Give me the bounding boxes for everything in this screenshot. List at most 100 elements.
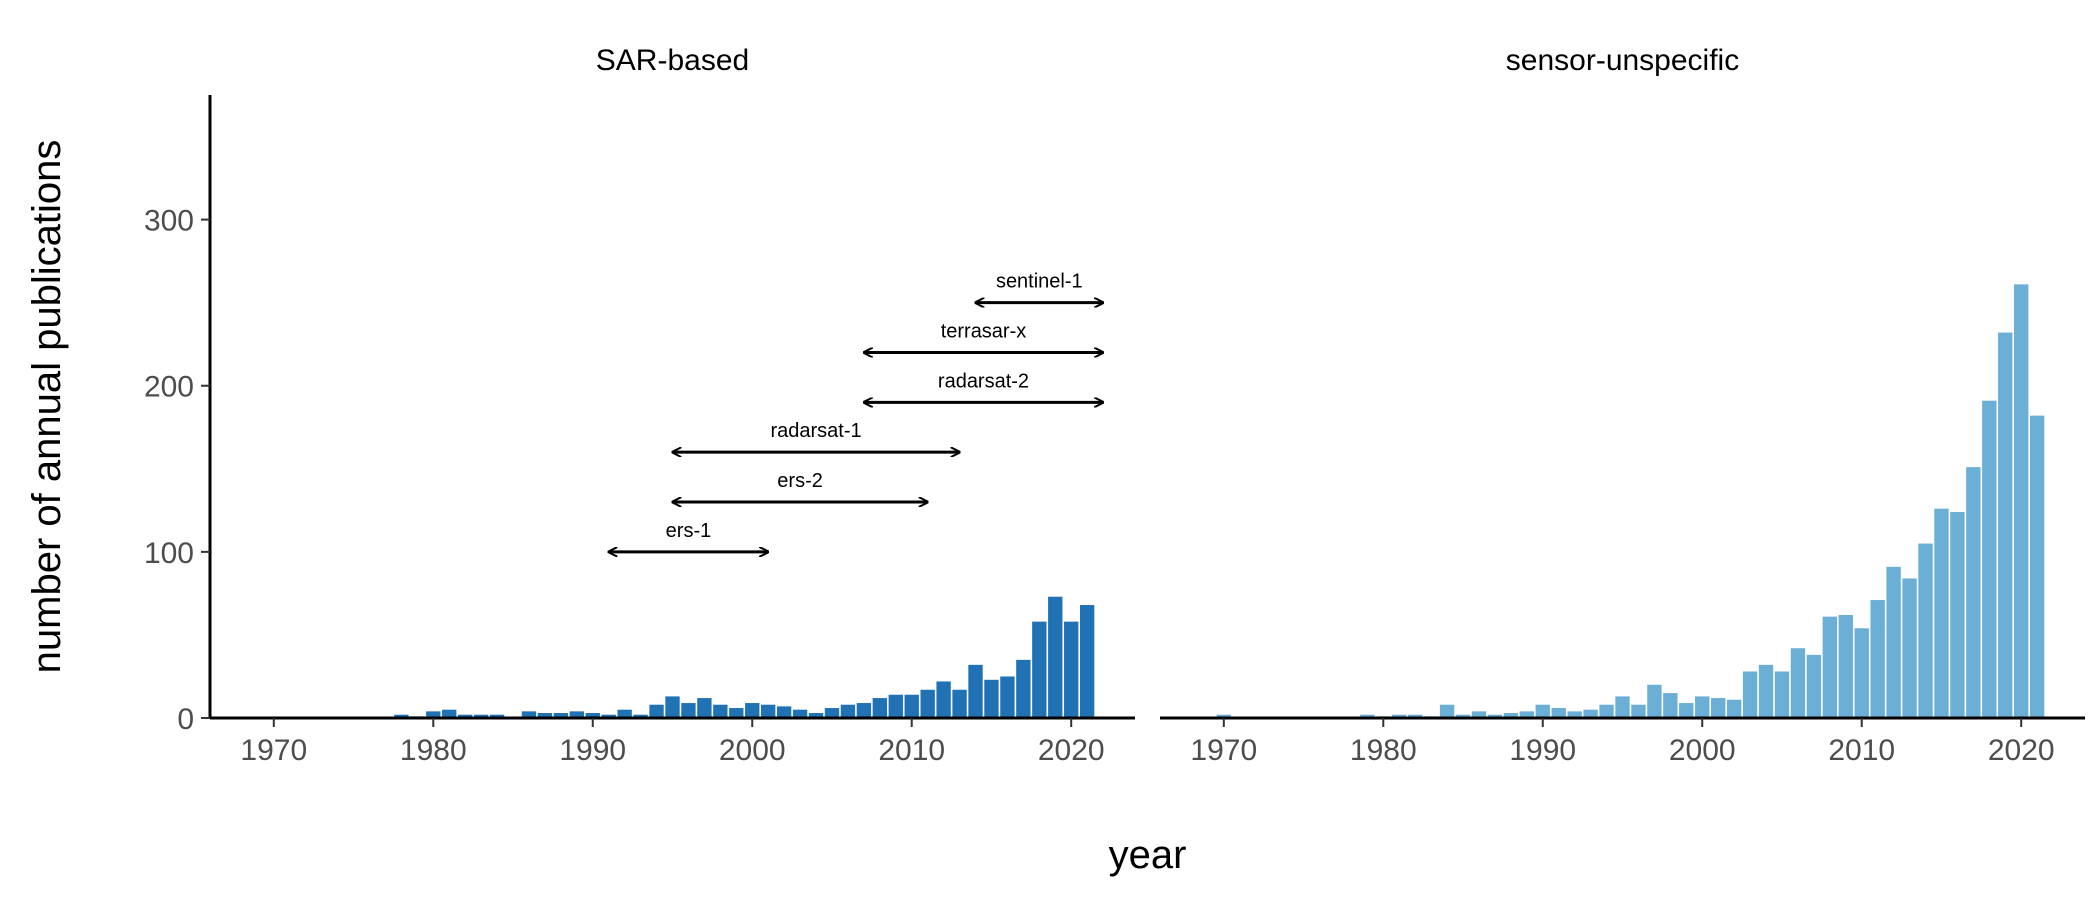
y-tick-label: 100	[144, 537, 194, 570]
bar	[489, 714, 505, 718]
bar	[521, 711, 537, 718]
bars	[394, 596, 1095, 718]
bar	[1886, 566, 1901, 718]
bar	[1711, 698, 1726, 718]
bar	[1822, 616, 1838, 718]
x-axis-title: year	[1109, 833, 1187, 877]
bar	[856, 703, 872, 718]
bar	[761, 704, 776, 718]
mission-annotations: ers-1 ers-2 radarsat-1 radarsat-2 terrasar-x…	[609, 271, 1103, 552]
x-tick-label: 1990	[1509, 734, 1576, 767]
bar	[1392, 714, 1407, 718]
bar	[840, 704, 856, 718]
bar	[473, 714, 489, 718]
bar	[920, 689, 935, 718]
mission-label: ers-1	[666, 520, 712, 542]
bar	[904, 694, 919, 718]
bar	[824, 708, 840, 718]
bar	[1982, 400, 1997, 718]
panel-sensor-unspecific: sensor-unspecific 1970 1980 1990 2000 2010 20…	[1160, 44, 2085, 767]
x-tick-label: 1980	[1350, 734, 1417, 767]
bar	[1599, 704, 1614, 718]
x-tick-label: 2000	[719, 734, 786, 767]
mission-label: radarsat-1	[770, 420, 861, 442]
bar	[426, 711, 441, 718]
bar	[1064, 621, 1079, 718]
bar	[1583, 709, 1598, 718]
bar	[1870, 600, 1885, 718]
bars	[1216, 284, 2045, 718]
bar	[537, 713, 553, 718]
bar	[1551, 708, 1566, 718]
mission-label: sentinel-1	[996, 271, 1083, 293]
bar	[1519, 711, 1534, 718]
bar	[1032, 621, 1047, 718]
bar	[952, 689, 967, 718]
bar	[1774, 671, 1790, 718]
bar	[1487, 714, 1503, 718]
bar	[1902, 578, 1917, 718]
bar	[1000, 676, 1015, 718]
bar	[649, 704, 664, 718]
bar	[1455, 714, 1471, 718]
bar	[1647, 684, 1662, 718]
bar	[1079, 605, 1095, 718]
bar	[617, 709, 632, 718]
bar	[697, 698, 712, 718]
bar	[1631, 704, 1646, 718]
bar	[1854, 628, 1869, 718]
bar	[1016, 659, 1031, 718]
bar	[808, 713, 824, 718]
bar	[872, 698, 888, 718]
bar	[1439, 704, 1455, 718]
x-tick-label: 2020	[1038, 734, 1105, 767]
bar	[1742, 671, 1758, 718]
bar	[601, 714, 616, 718]
x-tick-label: 2010	[878, 734, 945, 767]
bar	[936, 681, 951, 718]
bar	[1695, 696, 1710, 718]
bar	[1535, 704, 1550, 718]
bar	[394, 714, 409, 718]
bar	[1048, 596, 1063, 718]
bar	[585, 713, 600, 718]
mission-label: ers-2	[777, 470, 823, 492]
y-tick-label: 0	[177, 703, 194, 736]
y-axis-title: number of annual publications	[25, 140, 69, 674]
bar	[1471, 711, 1487, 718]
bar	[1934, 508, 1949, 718]
bar	[1407, 714, 1423, 718]
bar	[1806, 654, 1822, 718]
bar	[745, 703, 760, 718]
bar	[888, 694, 903, 718]
bar	[1998, 332, 2013, 718]
mission-label: radarsat-2	[938, 370, 1029, 392]
bar	[1790, 648, 1806, 718]
bar	[553, 713, 569, 718]
mission-label: terrasar-x	[941, 321, 1027, 343]
bar	[1663, 693, 1678, 718]
bar	[1950, 511, 1965, 718]
bar	[1567, 711, 1582, 718]
x-tick-label: 1990	[559, 734, 626, 767]
bar	[984, 679, 999, 718]
bar	[569, 711, 584, 718]
x-tick-label: 1970	[1190, 734, 1257, 767]
panel-title: sensor-unspecific	[1506, 44, 1739, 77]
bar	[633, 714, 648, 718]
bar	[681, 703, 696, 718]
bar	[968, 664, 983, 718]
bar	[792, 709, 808, 718]
x-tick-label: 1970	[240, 734, 307, 767]
bar	[1918, 543, 1933, 718]
bar	[2014, 284, 2029, 718]
x-tick-label: 1980	[400, 734, 467, 767]
panel-title: SAR-based	[596, 44, 749, 77]
bar	[442, 709, 457, 718]
x-tick-label: 2010	[1828, 734, 1895, 767]
bar	[665, 696, 680, 718]
bar	[1679, 703, 1694, 718]
bar	[1726, 699, 1742, 718]
bar	[1838, 614, 1853, 718]
